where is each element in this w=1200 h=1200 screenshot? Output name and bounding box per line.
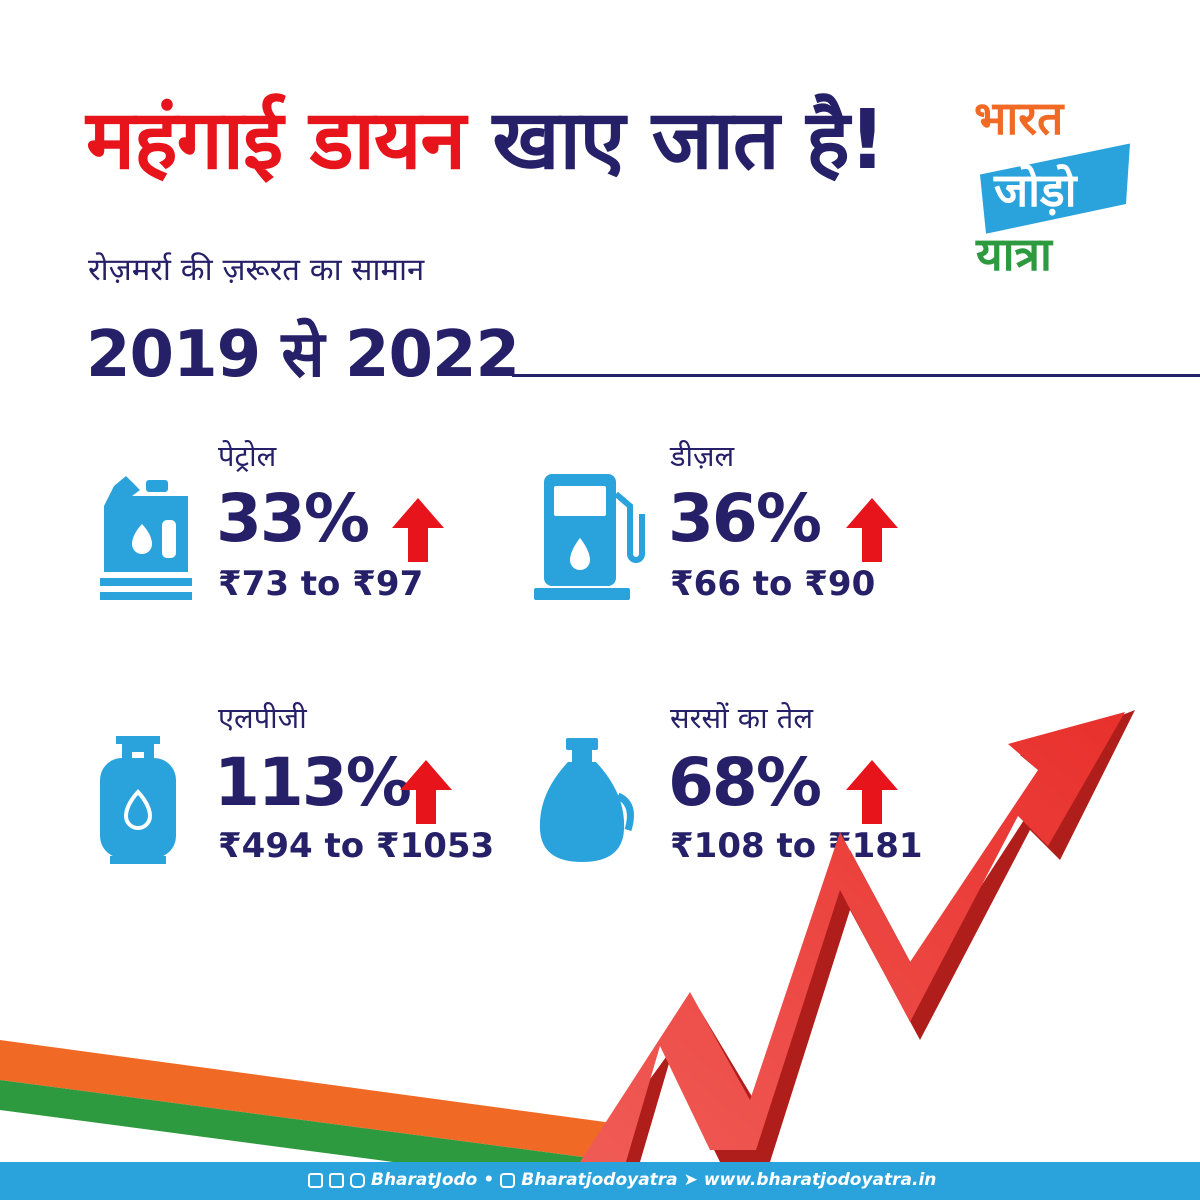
facebook-icon[interactable] [329,1172,344,1188]
footer-links: BharatJodo • Bharatjodoyatra ➤ www.bhara… [308,1170,936,1190]
title-highlight: महंगाई डायन [86,93,466,188]
logo-line-1: भारत [974,91,1064,145]
gas-cylinder-icon [100,736,176,864]
subtitle: रोज़मर्रा की ज़रूरत का सामान [88,252,425,288]
title-rest: खाए जात है! [492,93,887,188]
item-price-range: ₹494 to ₹1053 [218,826,495,866]
item-price-range: ₹73 to ₹97 [218,564,424,604]
divider [512,374,1200,377]
logo-band [980,143,1130,234]
twitter-icon[interactable] [308,1172,323,1188]
up-arrow-icon [392,498,444,562]
up-arrow-icon [846,498,898,562]
bharat-jodo-yatra-logo: भारत जोड़ो यात्रा [966,84,1130,284]
item-label: सरसों का तेल [670,701,813,735]
footer-website-link[interactable]: www.bharatjodoyatra.in [703,1170,937,1190]
oil-jug-icon [539,738,634,862]
item-price-range: ₹66 to ₹90 [670,564,876,604]
footer-separator: • [483,1170,495,1190]
up-arrow-icon [400,760,452,824]
item-label: एलपीजी [218,701,307,735]
item-label: डीज़ल [670,439,735,473]
page-title: महंगाई डायन खाए जात है! [86,93,887,188]
item-percent: 68% [668,744,822,821]
cursor-icon: ➤ [683,1170,698,1190]
item-percent: 36% [668,480,822,557]
logo-line-2: जोड़ो [994,163,1077,217]
logo-line-3: यात्रा [976,227,1052,281]
footer-handle[interactable]: BharatJodo [371,1170,478,1190]
youtube-icon[interactable] [500,1172,516,1188]
footer-bar: BharatJodo • Bharatjodoyatra ➤ www.bhara… [0,1162,1200,1200]
footer-youtube[interactable]: Bharatjodoyatra [521,1170,678,1190]
fuel-can-icon [100,476,192,600]
fuel-pump-icon [534,474,645,600]
item-percent: 113% [214,744,412,821]
item-percent: 33% [216,480,370,557]
item-label: पेट्रोल [218,439,277,473]
instagram-icon[interactable] [350,1172,365,1188]
rising-arrow-icon [580,710,1135,1162]
up-arrow-icon [846,760,898,824]
year-range: 2019 से 2022 [86,318,520,392]
tricolor-stripes [0,1040,620,1162]
item-price-range: ₹108 to ₹181 [670,826,923,866]
